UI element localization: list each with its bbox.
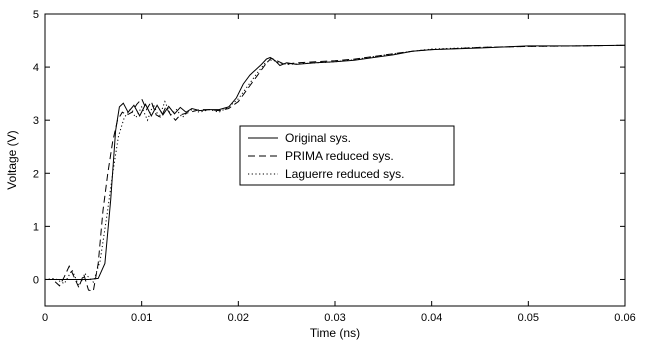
legend-label-2: PRIMA reduced sys. [285,149,394,163]
y-tick-label: 3 [33,115,39,127]
y-tick-label: 4 [33,62,39,74]
y-tick-label: 2 [33,168,39,180]
x-tick-label: 0.04 [421,312,442,324]
legend-label-1: Original sys. [285,131,351,145]
x-tick-label: 0.05 [518,312,539,324]
x-tick-label: 0.03 [324,312,345,324]
y-tick-label: 1 [33,221,39,233]
y-axis-label: Voltage (V) [5,130,19,189]
x-tick-label: 0 [42,312,48,324]
x-axis-label: Time (ns) [310,326,360,340]
series-line-2 [45,44,626,292]
legend: Original sys. PRIMA reduced sys. Laguerre … [239,125,455,186]
series-line-3 [44,44,626,287]
x-tick-label: 0.06 [614,312,635,324]
y-tick-label: 5 [33,9,39,21]
x-tick-label: 0.02 [228,312,249,324]
axis-ticks: 0 0.01 0.02 0.03 0.04 0.05 0.06 0 1 2 3 4 5 [33,9,636,324]
series-line-1 [45,44,626,280]
series-lines [44,44,626,292]
legend-label-3: Laguerre reduced sys. [285,167,404,181]
x-tick-label: 0.01 [131,312,152,324]
y-tick-label: 0 [33,274,39,286]
